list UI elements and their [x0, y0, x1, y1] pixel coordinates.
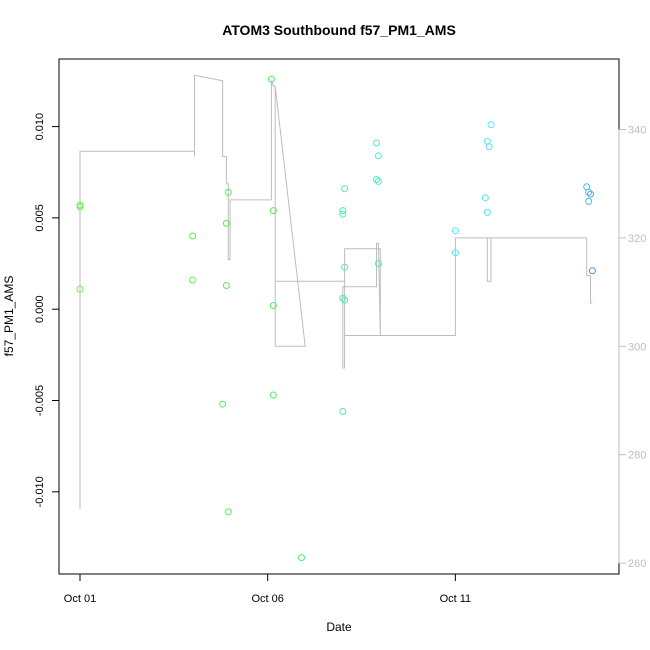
heading-series — [79, 74, 593, 509]
data-point — [298, 554, 305, 562]
y-axis: -0.010 -0.005 0.000 0.005 0.010 — [34, 113, 60, 507]
y2-tick-label: 280 — [628, 450, 646, 462]
data-point — [76, 203, 84, 211]
data-point — [485, 143, 493, 151]
y-tick-label: 0.000 — [34, 295, 46, 323]
heading-line — [79, 74, 593, 509]
x-axis: Oct 01 Oct 06 Oct 11 — [64, 573, 472, 605]
data-point — [267, 75, 275, 83]
data-point — [373, 139, 380, 147]
data-point — [341, 296, 349, 304]
data-point — [481, 194, 489, 202]
data-point — [219, 400, 227, 408]
y2-axis: 260 280 300 320 340 — [618, 124, 646, 570]
y2-tick-label: 320 — [628, 233, 646, 245]
data-point — [341, 185, 349, 193]
data-point — [451, 227, 459, 235]
plot-frame — [58, 58, 620, 575]
y2-tick-label: 260 — [628, 558, 646, 570]
data-point — [269, 391, 277, 399]
data-point — [483, 208, 491, 216]
y2-tick-label: 300 — [628, 341, 646, 353]
x-tick-label: Oct 06 — [251, 593, 283, 605]
data-point — [224, 508, 232, 516]
data-point — [374, 177, 382, 185]
data-point — [374, 152, 382, 160]
data-point — [222, 282, 230, 289]
data-point — [487, 121, 495, 129]
y2-tick-label: 340 — [628, 124, 646, 136]
data-point — [222, 219, 230, 227]
data-point — [76, 285, 84, 293]
data-point — [269, 207, 277, 215]
data-point — [585, 188, 593, 196]
data-point — [451, 249, 459, 257]
y-tick-label: 0.010 — [34, 113, 46, 141]
y-tick-label: 0.005 — [34, 204, 46, 232]
y-axis-label: f57_PM1_AMS — [2, 276, 16, 357]
data-point — [189, 232, 197, 240]
data-point — [224, 188, 232, 196]
data-point — [373, 176, 380, 183]
x-tick-label: Oct 11 — [440, 593, 472, 605]
y-tick-label: -0.005 — [34, 385, 46, 416]
points-series — [76, 75, 596, 562]
y-tick-label: -0.010 — [34, 476, 46, 507]
data-point — [269, 302, 277, 309]
x-tick-label: Oct 01 — [64, 593, 96, 605]
data-point — [339, 294, 347, 302]
x-axis-label: Date — [326, 620, 352, 634]
data-point — [588, 267, 596, 275]
data-point — [339, 408, 347, 415]
data-point — [339, 210, 347, 218]
data-point — [587, 190, 594, 198]
data-point — [341, 263, 349, 271]
data-point — [189, 276, 197, 284]
data-point — [374, 260, 382, 267]
data-point — [339, 207, 347, 215]
chart-title: ATOM3 Southbound f57_PM1_AMS — [222, 22, 456, 38]
data-point — [585, 197, 593, 205]
